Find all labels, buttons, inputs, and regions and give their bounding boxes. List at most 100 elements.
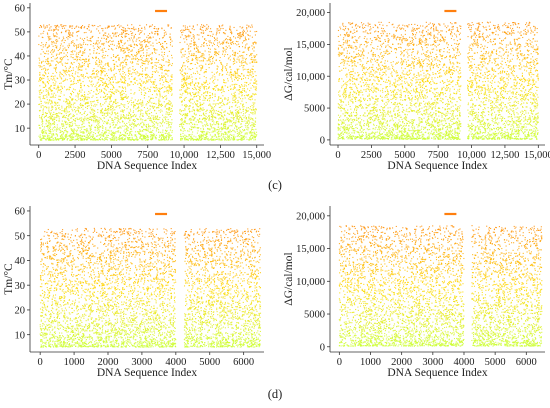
scatter-point	[246, 92, 247, 93]
scatter-point	[245, 61, 246, 62]
scatter-point	[125, 83, 126, 84]
scatter-point	[39, 92, 40, 93]
scatter-point	[206, 124, 207, 125]
scatter-point	[206, 88, 207, 89]
scatter-point	[141, 109, 142, 110]
scatter-point	[69, 27, 70, 28]
scatter-point	[54, 139, 55, 140]
scatter-point	[39, 74, 40, 75]
scatter-point	[253, 107, 254, 108]
scatter-point	[243, 113, 244, 114]
scatter-point	[183, 38, 184, 39]
scatter-point	[51, 97, 52, 98]
scatter-point	[67, 52, 68, 53]
scatter-point	[123, 53, 124, 54]
scatter-point	[159, 80, 160, 81]
scatter-point	[248, 118, 249, 119]
scatter-point	[229, 28, 230, 29]
scatter-point	[170, 28, 171, 29]
scatter-point	[128, 56, 129, 57]
scatter-point	[142, 104, 143, 105]
scatter-point	[209, 59, 210, 60]
scatter-point	[210, 52, 211, 53]
scatter-point	[241, 61, 242, 62]
scatter-point	[67, 79, 68, 80]
scatter-point	[214, 51, 215, 52]
scatter-point	[140, 114, 141, 115]
scatter-point	[234, 128, 235, 129]
scatter-point	[138, 106, 139, 107]
scatter-point	[236, 116, 237, 117]
scatter-point	[135, 116, 136, 117]
scatter-point	[135, 131, 136, 132]
scatter-point	[70, 54, 71, 55]
scatter-point	[131, 134, 132, 135]
scatter-point	[122, 65, 123, 66]
scatter-point	[119, 127, 120, 128]
scatter-point	[171, 74, 172, 75]
scatter-point	[131, 59, 132, 60]
scatter-point	[57, 41, 58, 42]
scatter-point	[107, 137, 108, 138]
scatter-point	[213, 80, 214, 81]
scatter-point	[138, 110, 139, 111]
scatter-point	[138, 28, 139, 29]
scatter-point	[221, 135, 222, 136]
scatter-point	[78, 134, 79, 135]
scatter-point	[232, 112, 233, 113]
scatter-point	[112, 33, 113, 34]
scatter-point	[129, 113, 130, 114]
scatter-point	[213, 43, 214, 44]
scatter-point	[126, 131, 127, 132]
scatter-point	[134, 55, 135, 56]
scatter-point	[230, 130, 231, 131]
scatter-point	[129, 101, 130, 102]
scatter-point	[63, 132, 64, 133]
scatter-point	[112, 77, 113, 78]
scatter-point	[168, 64, 169, 65]
scatter-point	[141, 139, 142, 140]
scatter-point	[163, 56, 164, 57]
scatter-point	[195, 103, 196, 104]
scatter-point	[94, 77, 95, 78]
scatter-point	[93, 120, 94, 121]
scatter-point	[74, 133, 75, 134]
scatter-point	[116, 124, 117, 125]
scatter-point	[196, 100, 197, 101]
scatter-point	[63, 26, 64, 27]
scatter-point	[115, 57, 116, 58]
scatter-point	[121, 118, 122, 119]
scatter-point	[104, 89, 105, 90]
scatter-point	[61, 91, 62, 92]
scatter-point	[144, 33, 145, 34]
scatter-point	[133, 106, 134, 107]
scatter-point	[168, 135, 169, 136]
scatter-point	[160, 44, 161, 45]
scatter-point	[231, 117, 232, 118]
scatter-point	[52, 119, 53, 120]
scatter-point	[213, 109, 214, 110]
scatter-point	[93, 105, 94, 106]
scatter-point	[83, 123, 84, 124]
scatter-point	[97, 120, 98, 121]
scatter-point	[102, 78, 103, 79]
scatter-point	[133, 115, 134, 116]
scatter-point	[69, 126, 70, 127]
scatter-point	[56, 72, 57, 73]
scatter-point	[250, 88, 251, 89]
scatter-point	[57, 115, 58, 116]
scatter-point	[185, 29, 186, 30]
scatter-point	[253, 46, 254, 47]
scatter-point	[158, 99, 159, 100]
scatter-point	[105, 127, 106, 128]
scatter-point	[72, 110, 73, 111]
scatter-point	[100, 112, 101, 113]
scatter-point	[252, 99, 253, 100]
scatter-point	[112, 49, 113, 50]
scatter-point	[235, 75, 236, 76]
scatter-point	[171, 119, 172, 120]
scatter-point	[67, 131, 68, 132]
scatter-point	[119, 139, 120, 140]
scatter-point	[197, 119, 198, 120]
scatter-point	[87, 135, 88, 136]
